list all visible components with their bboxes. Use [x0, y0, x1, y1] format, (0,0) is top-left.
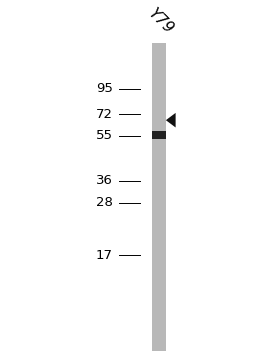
Text: 28: 28 — [96, 196, 113, 209]
Bar — [152, 131, 166, 139]
Polygon shape — [166, 113, 176, 127]
Bar — [152, 43, 166, 351]
Text: Y79: Y79 — [144, 5, 176, 36]
Text: 36: 36 — [96, 174, 113, 188]
Text: 95: 95 — [96, 82, 113, 95]
Text: 72: 72 — [96, 108, 113, 121]
Text: 17: 17 — [96, 249, 113, 262]
Text: 55: 55 — [96, 129, 113, 142]
